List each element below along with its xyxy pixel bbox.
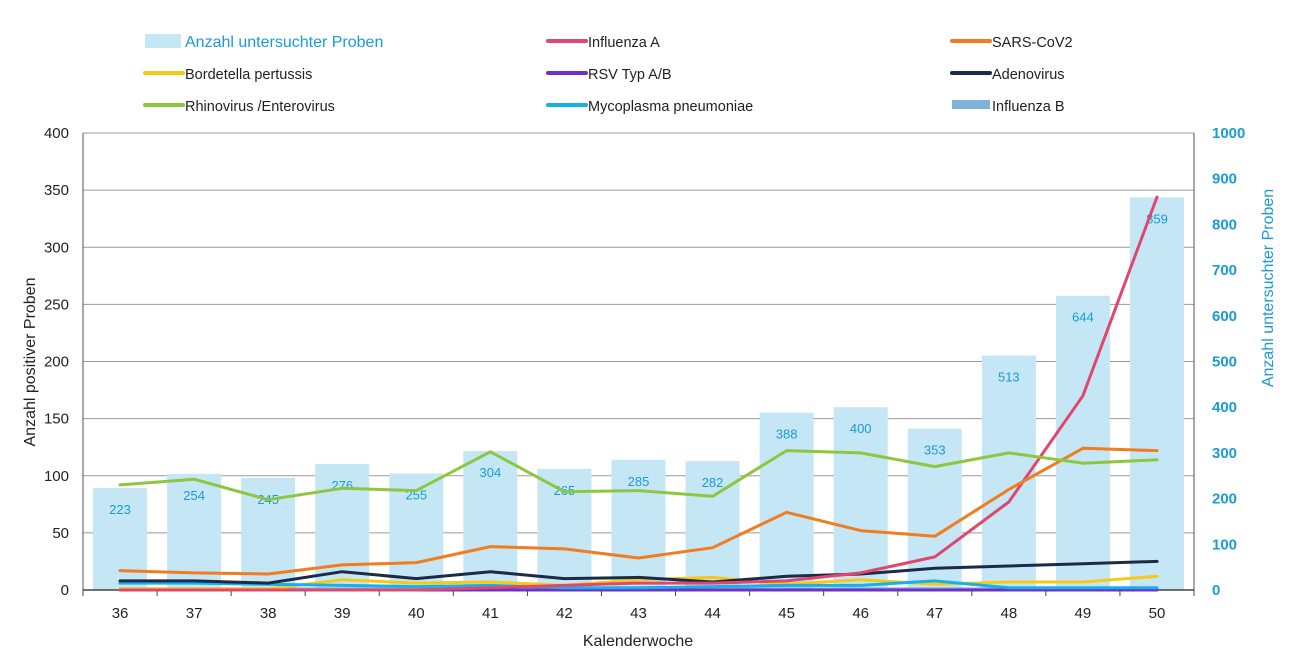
x-tick-label: 49	[1075, 605, 1092, 622]
y-tick-label: 300	[44, 239, 69, 256]
legend-label: Rhinovirus /Enterovirus	[185, 99, 335, 115]
x-tick-label: 50	[1149, 605, 1166, 622]
x-tick-label: 43	[630, 605, 647, 622]
x-tick-label: 44	[704, 605, 721, 622]
bar-data-label: 223	[109, 502, 131, 517]
y2-tick-label: 700	[1212, 262, 1237, 279]
series-line	[118, 446, 1159, 576]
x-tick-label: 36	[112, 605, 129, 622]
x-tick-label: 38	[260, 605, 277, 622]
bar	[685, 461, 740, 590]
x-tick-label: 47	[926, 605, 943, 622]
x-tick-label: 45	[778, 605, 795, 622]
bar	[315, 463, 370, 590]
legend-label: Anzahl untersuchter Proben	[185, 34, 383, 51]
bar	[93, 488, 148, 590]
legend-label: Mycoplasma pneumoniae	[588, 99, 753, 115]
bar	[981, 355, 1036, 590]
axis-labels: 0 50 100 150 200 250 300 350 400 0 100 200 300 400 500…	[44, 125, 1245, 622]
bar	[833, 407, 888, 590]
bar	[1129, 197, 1184, 590]
y2-tick-label: 300	[1212, 445, 1237, 462]
legend-swatch	[952, 100, 990, 109]
bar	[167, 473, 222, 590]
bar	[759, 412, 814, 590]
x-tick-label: 41	[482, 605, 499, 622]
legend-swatch	[145, 34, 181, 48]
series-line	[118, 195, 1159, 592]
bar-data-label: 513	[998, 370, 1020, 385]
x-tick-label: 42	[556, 605, 573, 622]
bar	[537, 468, 592, 590]
y2-tick-label: 800	[1212, 216, 1237, 233]
y-tick-label: 0	[61, 582, 69, 599]
y-tick-label: 50	[52, 525, 69, 542]
x-tick-label: 39	[334, 605, 351, 622]
legend-label: SARS-CoV2	[992, 35, 1073, 51]
bar-data-label: 285	[628, 474, 650, 489]
legend: Anzahl untersuchter Proben Influenza A SAR…	[143, 34, 1073, 115]
bar	[907, 428, 962, 590]
y2-tick-label: 200	[1212, 491, 1237, 508]
legend-label: Influenza B	[992, 99, 1065, 115]
bar-data-label: 282	[702, 475, 724, 490]
y2-tick-label: 900	[1212, 171, 1237, 188]
y-tick-label: 400	[44, 125, 69, 142]
y2-tick-label: 500	[1212, 354, 1237, 371]
legend-label: Bordetella pertussis	[185, 67, 312, 83]
series-lines	[118, 195, 1159, 592]
series-line	[118, 449, 1159, 502]
y2-tick-label: 1000	[1212, 125, 1245, 142]
y2-tick-label: 600	[1212, 308, 1237, 325]
bar-data-label: 644	[1072, 310, 1094, 325]
y-axis-title: Anzahl positiver Proben	[22, 278, 39, 447]
legend-label: Adenovirus	[992, 67, 1065, 83]
x-tick-label: 46	[852, 605, 869, 622]
y-tick-label: 350	[44, 182, 69, 199]
bar-data-label: 304	[480, 465, 502, 480]
legend-label: RSV Typ A/B	[588, 67, 672, 83]
y-tick-label: 100	[44, 468, 69, 485]
x-axis-title: Kalenderwoche	[583, 633, 693, 650]
series-line	[118, 579, 1159, 590]
bar	[611, 459, 666, 590]
y2-tick-label: 100	[1212, 536, 1237, 553]
bar-data-label: 388	[776, 427, 798, 442]
y2-axis-title: Anzahl untersuchter Proben	[1260, 189, 1277, 387]
bar-data-label: 254	[183, 488, 205, 503]
y-tick-label: 250	[44, 296, 69, 313]
legend-label: Influenza A	[588, 35, 660, 51]
y2-tick-label: 400	[1212, 399, 1237, 416]
y-tick-label: 200	[44, 354, 69, 371]
bar-data-label: 400	[850, 421, 872, 436]
bar	[1055, 295, 1110, 590]
y-tick-label: 150	[44, 411, 69, 428]
x-tick-label: 40	[408, 605, 425, 622]
x-tick-label: 37	[186, 605, 203, 622]
series-line	[118, 559, 1159, 585]
bar	[463, 451, 518, 590]
bar-data-label: 353	[924, 443, 946, 458]
x-tick-label: 48	[1000, 605, 1017, 622]
y2-tick-label: 0	[1212, 582, 1220, 599]
bar	[389, 473, 444, 590]
